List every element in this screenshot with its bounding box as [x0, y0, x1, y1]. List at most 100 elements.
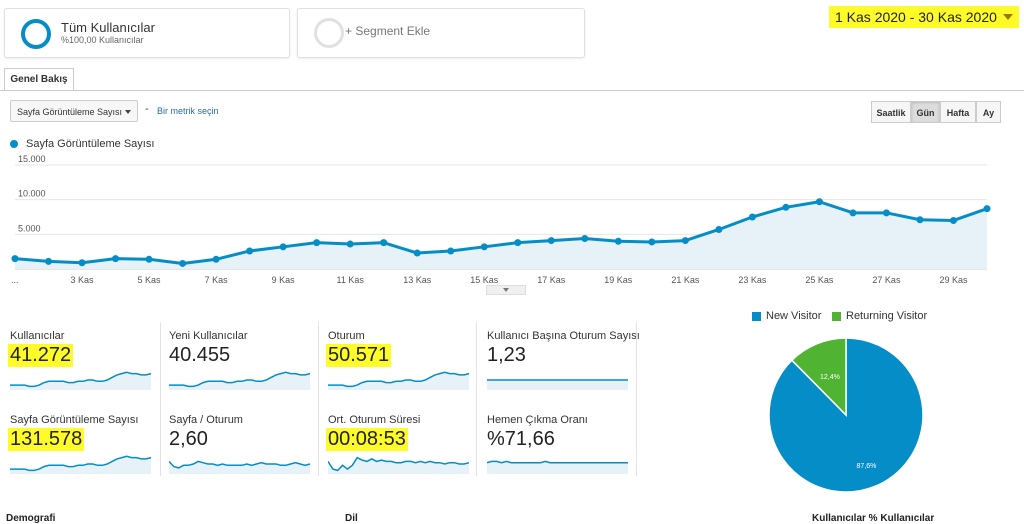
- data-point[interactable]: [614, 237, 622, 245]
- x-tick-label: 23 Kas: [738, 275, 767, 285]
- pie-slice-label: 12,4%: [820, 374, 840, 381]
- sparkline-line: [328, 456, 470, 472]
- granularity-day-button[interactable]: Gün: [911, 101, 940, 123]
- metric-value: 2,60: [169, 428, 208, 450]
- metric-value: 40.455: [169, 344, 231, 366]
- data-point[interactable]: [380, 239, 388, 247]
- data-point[interactable]: [78, 259, 86, 267]
- sparkline-line: [169, 460, 311, 469]
- metric-name: Sayfa / Oturum: [169, 414, 243, 426]
- x-tick-label: 29 Kas: [939, 275, 968, 285]
- language-heading: Dil: [345, 513, 358, 524]
- data-point[interactable]: [949, 216, 957, 224]
- series-area: [15, 201, 987, 269]
- visitor-pie-chart: 87,6% 12,4%: [768, 337, 924, 493]
- y-tick-label: 15.000: [18, 154, 46, 164]
- data-point[interactable]: [882, 209, 890, 217]
- data-point[interactable]: [45, 257, 53, 265]
- segment-ring-icon: [21, 19, 51, 49]
- metric-select[interactable]: Sayfa Görüntüleme Sayısı: [10, 100, 138, 122]
- data-point[interactable]: [782, 203, 790, 211]
- granularity-hourly-button[interactable]: Saatlik: [871, 101, 911, 123]
- metric-tile[interactable]: Kullanıcılar 41.272: [0, 322, 156, 400]
- sparkline-area: [169, 372, 310, 390]
- pie-slice[interactable]: [790, 337, 847, 417]
- pie-legend-returning[interactable]: Returning Visitor: [832, 310, 927, 322]
- data-point[interactable]: [715, 225, 723, 233]
- x-tick-label: 21 Kas: [671, 275, 700, 285]
- sparkline-line: [328, 371, 470, 388]
- add-segment-card[interactable]: + Segment Ekle: [297, 8, 585, 58]
- metric-tile[interactable]: Sayfa Görüntüleme Sayısı 131.578: [0, 406, 156, 484]
- sparkline-area: [10, 372, 151, 390]
- metric-sparkline: [328, 371, 470, 390]
- data-point[interactable]: [313, 239, 321, 247]
- demographics-heading: Demografi: [6, 513, 56, 524]
- x-tick-label: 3 Kas: [71, 275, 95, 285]
- pie-slice-label: 87,6%: [857, 463, 877, 470]
- x-tick-label: 9 Kas: [272, 275, 296, 285]
- sparkline-area: [328, 457, 469, 474]
- data-point[interactable]: [11, 255, 19, 263]
- sparkline-line: [487, 460, 628, 464]
- data-point[interactable]: [581, 234, 589, 242]
- data-point[interactable]: [279, 243, 287, 251]
- metric-tile[interactable]: Kullanıcı Başına Oturum Sayısı 1,23: [477, 322, 640, 400]
- metric-tile[interactable]: Ort. Oturum Süresi 00:08:53: [318, 406, 474, 484]
- sparkline-area: [487, 380, 628, 390]
- metric-sparkline: [10, 371, 152, 390]
- date-range-picker[interactable]: 1 Kas 2020 - 30 Kas 2020: [829, 6, 1019, 28]
- pie-legend-swatch: [832, 311, 841, 321]
- metric-tile[interactable]: Sayfa / Oturum 2,60: [159, 406, 315, 484]
- metric-tile[interactable]: Yeni Kullanıcılar 40.455: [159, 322, 315, 400]
- x-tick-label: 19 Kas: [604, 275, 633, 285]
- metric-value: 50.571: [326, 344, 392, 367]
- metric-divider: [318, 322, 319, 476]
- metric-sparkline: [169, 460, 311, 474]
- chevron-down-icon: [503, 288, 509, 292]
- data-point[interactable]: [346, 240, 354, 248]
- data-point[interactable]: [514, 239, 522, 247]
- metric-tile[interactable]: Hemen Çıkma Oranı %71,66: [477, 406, 633, 484]
- metric-divider: [636, 322, 637, 476]
- metric-sparkline: [487, 379, 628, 390]
- sparkline-area: [328, 372, 469, 390]
- sparkline-area: [169, 461, 310, 474]
- data-point[interactable]: [916, 216, 924, 224]
- granularity-week-button[interactable]: Hafta: [940, 101, 976, 123]
- sparkline-area: [487, 461, 628, 474]
- data-point[interactable]: [849, 209, 857, 217]
- metric-tile[interactable]: Oturum 50.571: [318, 322, 474, 400]
- data-point[interactable]: [681, 237, 689, 245]
- segment-card-all-users[interactable]: Tüm Kullanıcılar %100,00 Kullanıcılar: [4, 8, 290, 58]
- metric-separator: -: [145, 103, 149, 115]
- select-metric-link[interactable]: Bir metrik seçin: [157, 106, 219, 116]
- tab-overview[interactable]: Genel Bakış: [4, 68, 74, 91]
- x-tick-label: 13 Kas: [403, 275, 432, 285]
- data-point[interactable]: [748, 213, 756, 221]
- granularity-month-button[interactable]: Ay: [976, 101, 1001, 123]
- data-point[interactable]: [212, 255, 220, 263]
- series-line: [14, 200, 988, 265]
- data-point[interactable]: [648, 238, 656, 246]
- data-point[interactable]: [145, 255, 153, 263]
- data-point[interactable]: [246, 247, 254, 255]
- pie-legend-label: New Visitor: [766, 310, 822, 322]
- data-point[interactable]: [413, 249, 421, 257]
- data-point[interactable]: [179, 259, 187, 267]
- metric-name: Kullanıcılar: [10, 330, 65, 342]
- data-point[interactable]: [815, 198, 823, 206]
- chevron-down-icon: [1002, 14, 1013, 20]
- chart-legend-dot: [10, 140, 18, 148]
- data-point[interactable]: [547, 237, 555, 245]
- date-range-label: 1 Kas 2020 - 30 Kas 2020: [835, 9, 997, 25]
- sparkline-line: [10, 371, 152, 388]
- pie-legend-new[interactable]: New Visitor: [752, 310, 821, 322]
- x-tick-label: 5 Kas: [138, 275, 162, 285]
- data-point[interactable]: [447, 247, 455, 255]
- data-point[interactable]: [983, 205, 991, 213]
- data-point[interactable]: [480, 243, 488, 251]
- pie-legend-label: Returning Visitor: [846, 310, 928, 322]
- data-point[interactable]: [112, 255, 120, 263]
- chart-collapse-handle[interactable]: [486, 285, 526, 295]
